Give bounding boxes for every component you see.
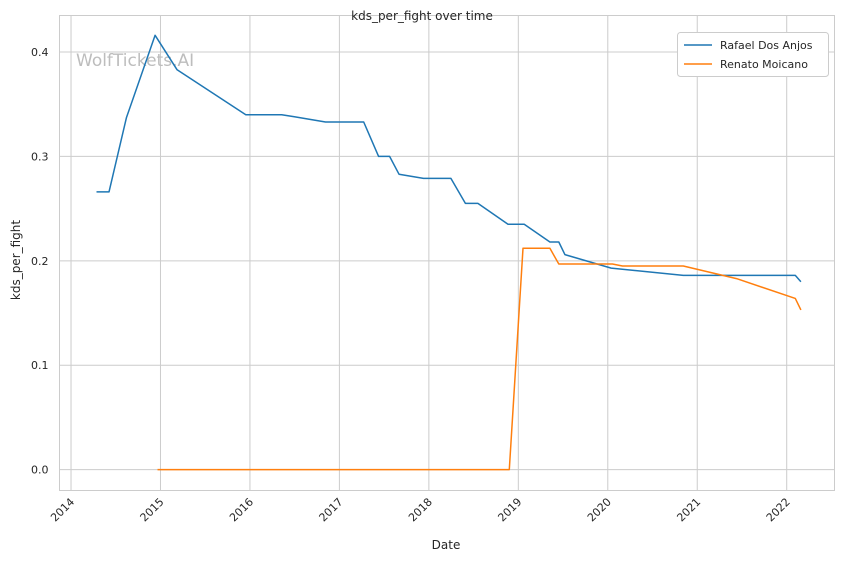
y-tick-labels: 0.0 0.1 0.2 0.3 0.4 (31, 46, 49, 477)
y-tick-label: 0.4 (31, 46, 49, 59)
y-tick-label: 0.2 (31, 255, 49, 268)
x-tick-label: 2019 (495, 495, 524, 524)
x-tick-label: 2018 (406, 495, 435, 524)
x-tick-label: 2016 (227, 495, 256, 524)
watermark: WolfTickets.AI (76, 51, 194, 71)
y-tick-label: 0.3 (31, 150, 49, 163)
series-lines (96, 34, 802, 471)
y-tick-label: 0.1 (31, 359, 49, 372)
grid (59, 15, 835, 491)
x-tick-label: 2020 (585, 495, 614, 524)
legend-box (677, 32, 829, 77)
series-line-renato-moicano (157, 247, 802, 471)
x-tick-label: 2017 (317, 495, 346, 524)
y-tick-label: 0.0 (31, 464, 49, 477)
chart-title: kds_per_fight over time (351, 9, 493, 23)
x-tick-label: 2014 (48, 495, 77, 524)
x-tick-label: 2021 (674, 495, 703, 524)
x-axis-label: Date (432, 538, 461, 552)
legend-label-renato: Renato Moicano (720, 58, 808, 71)
x-tick-label: 2015 (138, 495, 167, 524)
legend-label-rafael: Rafael Dos Anjos (720, 39, 813, 52)
y-axis-label: kds_per_fight (9, 220, 23, 301)
legend: Rafael Dos Anjos Renato Moicano (677, 32, 829, 77)
x-tick-labels: 2014 2015 2016 2017 2018 2019 2020 2021 2022 (48, 495, 793, 524)
plot-frame (59, 15, 835, 491)
x-tick-label: 2022 (764, 495, 793, 524)
series-line-rafael-dos-anjos (96, 34, 802, 283)
